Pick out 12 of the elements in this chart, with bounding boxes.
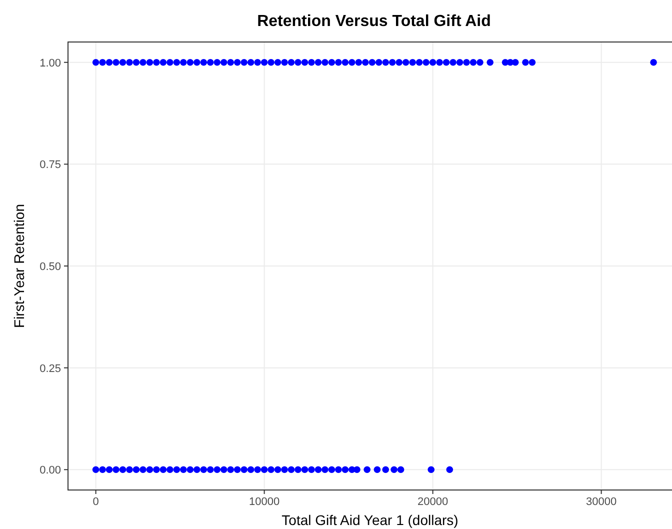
y-tick-label: 0.00 [40, 464, 61, 477]
y-tick-label: 1.00 [40, 57, 61, 70]
x-axis-title: Total Gift Aid Year 1 (dollars) [282, 512, 458, 528]
chart-title: Retention Versus Total Gift Aid [257, 13, 491, 30]
y-tick-label: 0.75 [40, 159, 61, 172]
y-tick-label: 0.25 [40, 362, 61, 375]
x-tick-label: 0 [92, 496, 99, 508]
x-tick-label: 30000 [586, 496, 617, 508]
y-axis-title: First-Year Retention [11, 204, 27, 328]
x-tick-label: 20000 [418, 496, 448, 508]
y-tick-label: 0.50 [40, 261, 61, 273]
x-tick-label: 10000 [249, 496, 280, 508]
